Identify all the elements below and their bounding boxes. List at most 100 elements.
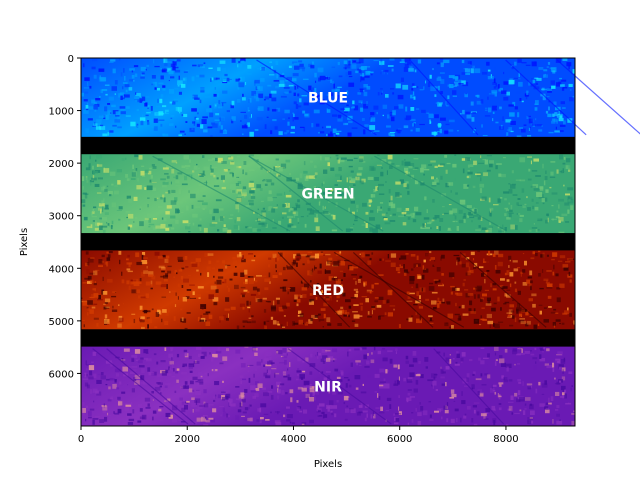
texture-pixel — [472, 185, 476, 189]
texture-pixel — [106, 251, 109, 254]
texture-pixel — [370, 194, 376, 198]
texture-pixel — [94, 415, 101, 418]
texture-pixel — [151, 307, 156, 310]
texture-pixel — [534, 107, 538, 111]
texture-pixel — [235, 349, 241, 354]
texture-pixel — [241, 395, 245, 400]
texture-pixel — [262, 212, 266, 218]
texture-pixel — [283, 414, 286, 418]
texture-pixel — [441, 273, 444, 276]
texture-pixel — [369, 165, 375, 171]
texture-pixel — [497, 85, 500, 90]
texture-pixel — [141, 72, 145, 75]
texture-pixel — [552, 252, 558, 257]
texture-pixel — [367, 311, 370, 315]
texture-pixel — [543, 80, 547, 84]
texture-pixel — [330, 214, 334, 217]
texture-pixel — [310, 353, 313, 358]
texture-pixel — [155, 225, 161, 229]
texture-pixel — [423, 173, 425, 176]
texture-pixel — [124, 84, 130, 88]
texture-pixel — [493, 302, 497, 305]
texture-pixel — [396, 207, 402, 212]
texture-pixel — [547, 91, 552, 93]
texture-pixel — [170, 347, 174, 349]
texture-pixel — [336, 295, 340, 299]
texture-pixel — [495, 270, 501, 274]
texture-pixel — [525, 310, 529, 316]
texture-pixel — [401, 160, 404, 166]
texture-pixel — [414, 99, 418, 102]
texture-pixel — [409, 364, 414, 367]
texture-pixel — [573, 410, 575, 412]
texture-pixel — [215, 199, 222, 202]
texture-pixel — [542, 269, 544, 273]
texture-pixel — [301, 287, 308, 291]
texture-pixel — [147, 197, 150, 199]
texture-pixel — [125, 106, 130, 109]
texture-pixel — [510, 315, 513, 318]
texture-pixel — [343, 395, 349, 401]
texture-pixel — [517, 363, 521, 365]
texture-pixel — [508, 213, 512, 218]
texture-pixel — [288, 190, 292, 192]
texture-pixel — [174, 304, 177, 307]
texture-pixel — [547, 62, 551, 65]
texture-road — [352, 251, 434, 328]
texture-pixel — [109, 171, 116, 176]
texture-pixel — [211, 77, 214, 81]
texture-pixel — [320, 319, 325, 321]
texture-road — [333, 251, 465, 328]
texture-pixel — [248, 154, 254, 157]
texture-pixel — [461, 352, 466, 357]
texture-pixel — [522, 205, 526, 209]
texture-pixel — [395, 417, 400, 422]
texture-pixel — [333, 359, 335, 362]
texture-pixel — [159, 98, 163, 104]
texture-pixel — [93, 74, 97, 79]
texture-pixel — [552, 362, 555, 368]
texture-pixel — [119, 381, 122, 385]
texture-pixel — [437, 123, 442, 127]
texture-pixel — [286, 321, 288, 327]
texture-pixel — [313, 210, 319, 213]
texture-pixel — [128, 418, 135, 422]
texture-pixel — [137, 125, 142, 127]
texture-pixel — [514, 412, 520, 415]
texture-pixel — [211, 122, 216, 125]
texture-pixel — [492, 283, 497, 286]
texture-pixel — [264, 358, 269, 362]
x-axis-ticks: 0 2000 4000 6000 8000 — [78, 426, 519, 445]
texture-pixel — [347, 351, 349, 357]
texture-pixel — [86, 269, 90, 275]
texture-pixel — [214, 103, 220, 105]
texture-pixel — [500, 124, 503, 130]
texture-pixel — [223, 224, 226, 227]
texture-pixel — [288, 117, 290, 119]
texture-pixel — [281, 390, 285, 395]
texture-pixel — [278, 220, 282, 225]
texture-pixel — [487, 69, 491, 72]
texture-pixel — [350, 228, 353, 231]
texture-pixel — [332, 300, 334, 306]
texture-pixel — [418, 361, 421, 364]
texture-pixel — [103, 403, 105, 409]
texture-pixel — [437, 297, 440, 302]
texture-pixel — [93, 170, 98, 174]
texture-pixel — [181, 211, 184, 213]
texture-pixel — [340, 306, 344, 309]
texture-pixel — [516, 202, 519, 206]
texture-pixel — [367, 71, 374, 74]
texture-pixel — [157, 309, 161, 314]
texture-pixel — [507, 401, 514, 403]
texture-pixel — [301, 254, 307, 257]
texture-pixel — [473, 215, 478, 217]
texture-pixel — [568, 64, 570, 70]
texture-pixel — [285, 194, 292, 198]
texture-pixel — [378, 183, 384, 187]
texture-pixel — [306, 215, 309, 217]
texture-pixel — [99, 225, 103, 230]
texture-pixel — [501, 375, 504, 379]
texture-pixel — [178, 91, 182, 95]
texture-pixel — [297, 93, 300, 97]
